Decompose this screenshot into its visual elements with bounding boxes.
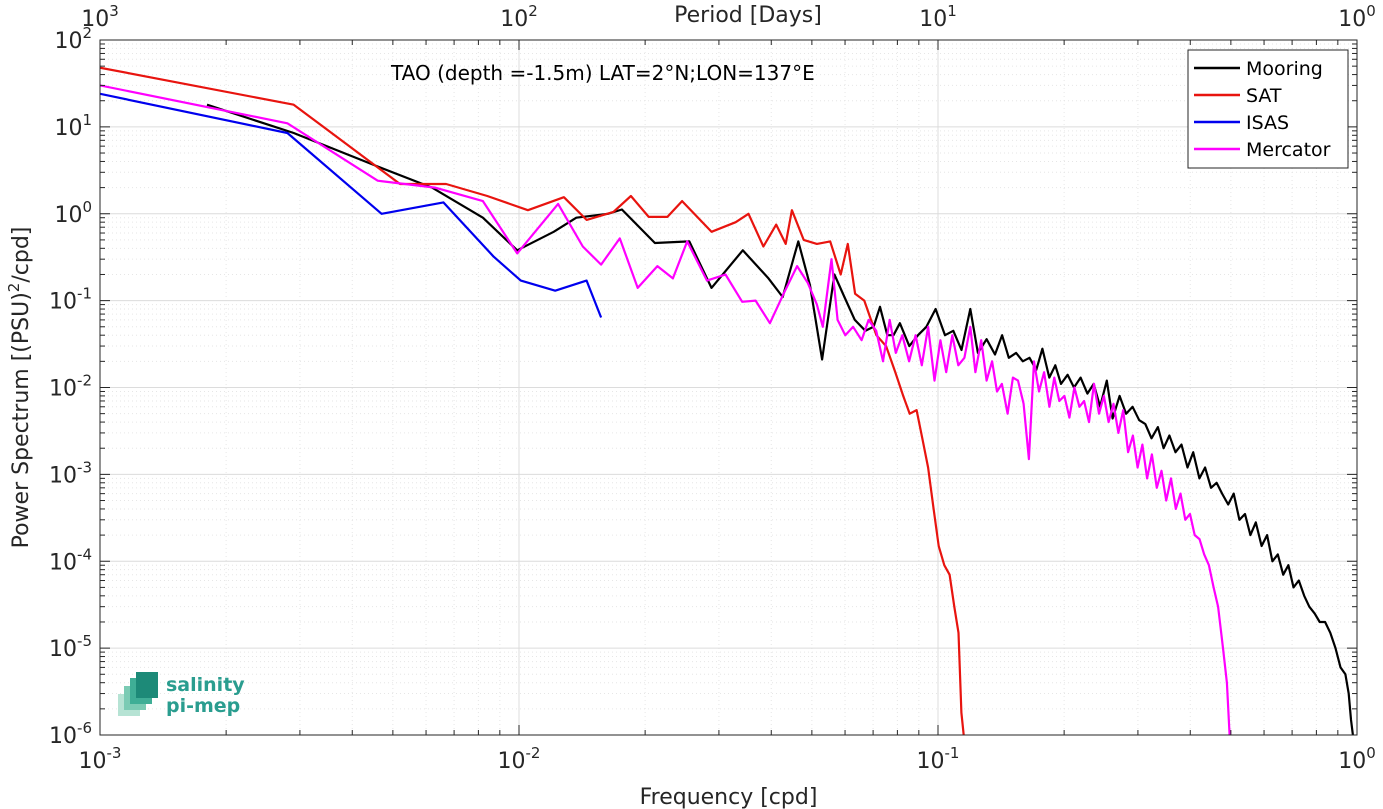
salinity-pimep-logo: salinity pi-mep xyxy=(118,672,245,717)
y-axis-title-exponent: 2 xyxy=(5,283,23,293)
y-tick-label: 10-5 xyxy=(49,632,92,662)
grid xyxy=(100,40,1357,735)
legend-label-mercator: Mercator xyxy=(1246,139,1331,161)
series-line-sat xyxy=(100,66,965,735)
series-line-isas xyxy=(100,92,603,318)
legend-label-isas: ISAS xyxy=(1246,112,1289,134)
y-tick-label: 10-6 xyxy=(49,719,92,749)
y-tick-label: 10-4 xyxy=(49,545,92,575)
x-tick-label: 100 xyxy=(1338,744,1376,774)
top-tick-label: 103 xyxy=(81,2,119,32)
x-tick-label: 10-1 xyxy=(917,744,960,774)
y-tick-label: 102 xyxy=(54,24,92,54)
y-tick-label: 10-1 xyxy=(49,285,92,315)
logo-text-line2: pi-mep xyxy=(166,695,240,717)
y-tick-label: 10-2 xyxy=(49,372,92,402)
y-tick-label: 10-3 xyxy=(49,458,92,488)
logo-text-line1: salinity xyxy=(166,674,245,696)
x-tick-label: 10-2 xyxy=(498,744,541,774)
y-axis-title: Power Spectrum [(PSU)2/cpd] xyxy=(5,227,34,549)
top-tick-label: 102 xyxy=(500,2,538,32)
x-tick-label: 10-3 xyxy=(79,744,122,774)
y-tick-label: 101 xyxy=(54,111,92,141)
tick-marks xyxy=(99,40,1357,736)
logo-mark-icon xyxy=(118,672,158,716)
y-axis-title-main: Power Spectrum [(PSU) xyxy=(9,292,34,548)
legend-label-mooring: Mooring xyxy=(1246,58,1323,80)
series-group xyxy=(100,66,1354,735)
top-tick-label: 101 xyxy=(919,2,957,32)
top-tick-label: 100 xyxy=(1338,2,1376,32)
x-axis-title: Frequency [cpd] xyxy=(640,785,818,809)
y-tick-label: 100 xyxy=(54,198,92,228)
chart-annotation: TAO (depth =-1.5m) LAT=2°N;LON=137°E xyxy=(390,61,815,85)
series-line-mercator xyxy=(100,84,1231,735)
y-axis-title-unit: /cpd] xyxy=(9,227,34,283)
legend: Mooring SAT ISAS Mercator xyxy=(1187,49,1349,169)
series-line-mooring xyxy=(206,103,1354,735)
top-axis-title: Period [Days] xyxy=(674,3,822,28)
legend-label-sat: SAT xyxy=(1246,85,1282,107)
